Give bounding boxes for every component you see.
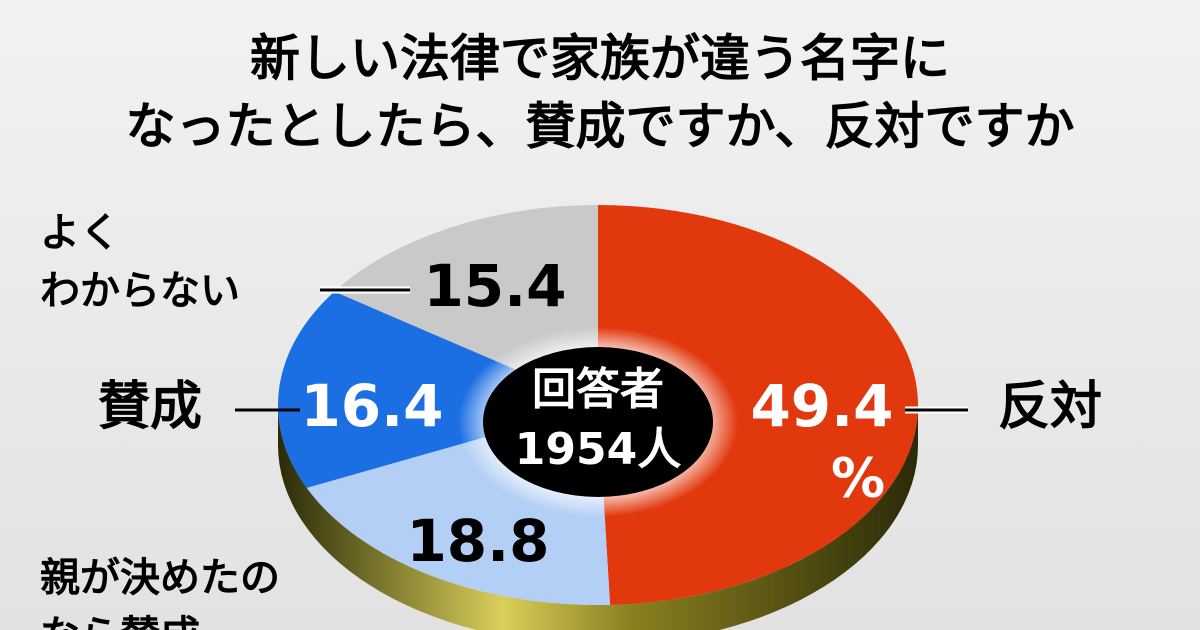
leader-lines (235, 286, 968, 414)
category-label: 賛成 (98, 377, 202, 437)
value-label: 15.4 (423, 252, 566, 320)
value-label: 16.4 (300, 372, 443, 440)
category-label: なら賛成 (40, 613, 200, 630)
pie-slice (598, 205, 918, 605)
chart-title: 新しい法律で家族が違う名字に (250, 30, 950, 88)
category-label: よく (40, 210, 120, 256)
value-label: 49.4 (750, 372, 893, 440)
unit-label: % (831, 447, 885, 510)
category-label: わからない (40, 268, 240, 314)
pie-slice (278, 291, 598, 488)
center-disc (483, 347, 713, 497)
chart-title: なったとしたら、賛成ですか、反対ですか (126, 98, 1075, 156)
center-label: 1954人 (515, 424, 681, 475)
center-label: 回答者 (532, 364, 664, 415)
category-label: 親が決めたの (40, 555, 280, 601)
category-label: 反対 (998, 377, 1102, 437)
value-label: 18.8 (406, 507, 549, 575)
